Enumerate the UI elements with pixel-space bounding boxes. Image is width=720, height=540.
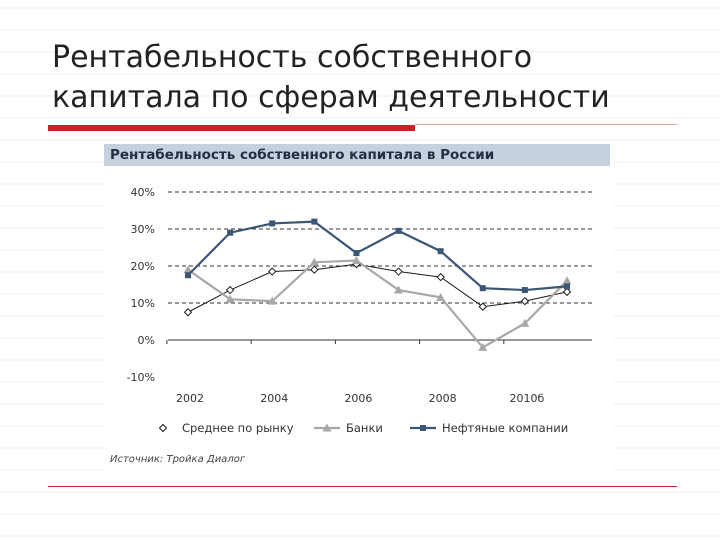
chart-title: Рентабельность собственного капитала в Р… bbox=[110, 147, 495, 163]
data-point bbox=[436, 272, 445, 282]
series-line bbox=[187, 259, 568, 349]
data-point bbox=[520, 296, 530, 306]
y-tick-label: 30% bbox=[131, 223, 155, 236]
data-point bbox=[394, 285, 404, 294]
chart-header: Рентабельность собственного капитала в Р… bbox=[104, 144, 610, 166]
data-point bbox=[227, 229, 234, 236]
legend-marker bbox=[420, 425, 426, 431]
data-point bbox=[562, 287, 572, 297]
data-point bbox=[521, 287, 528, 294]
data-point bbox=[564, 283, 570, 290]
series-1 bbox=[183, 259, 572, 317]
series-line bbox=[187, 263, 568, 313]
y-tick-label: 20% bbox=[131, 260, 155, 273]
legend-item: Среднее по рынку bbox=[158, 421, 294, 435]
data-point bbox=[268, 267, 277, 276]
series-line bbox=[187, 220, 568, 292]
chart-source: Источник: Тройка Диалог bbox=[110, 454, 246, 465]
data-point bbox=[183, 308, 193, 317]
legend-label: Среднее по рынку bbox=[182, 421, 294, 435]
series-3 bbox=[185, 218, 570, 294]
slide-title-line-2: капитала по сферам деятельности bbox=[52, 80, 610, 115]
data-point bbox=[310, 265, 319, 274]
legend-item: Банки bbox=[314, 421, 383, 435]
x-tick-label: 2006 bbox=[344, 392, 372, 405]
data-point bbox=[309, 257, 319, 266]
data-point bbox=[269, 220, 276, 227]
legend-marker bbox=[322, 423, 332, 432]
data-point bbox=[478, 302, 487, 311]
data-point bbox=[436, 292, 446, 301]
series-2 bbox=[183, 255, 572, 351]
line-chart: 40% 30% 20% 10% 0% -10% 2002 2004 2006 2008 2010б С… bbox=[110, 186, 592, 465]
legend-marker bbox=[158, 423, 168, 433]
x-tick-label: 2008 bbox=[429, 392, 457, 405]
data-point bbox=[225, 285, 235, 295]
legend-item: Нефтяные компании bbox=[410, 421, 568, 435]
data-point bbox=[353, 250, 360, 257]
x-tick-label: 2004 bbox=[260, 392, 288, 405]
y-tick-label: 0% bbox=[138, 334, 155, 347]
data-point bbox=[267, 296, 277, 305]
data-point bbox=[437, 248, 444, 255]
title-divider-line bbox=[415, 124, 677, 125]
data-point bbox=[520, 318, 530, 327]
y-tick-label: 40% bbox=[131, 186, 155, 199]
slide-title-line-1: Рентабельность собственного bbox=[52, 40, 533, 75]
data-point bbox=[395, 227, 402, 234]
data-point bbox=[478, 342, 488, 351]
data-point bbox=[479, 285, 486, 292]
chart-panel: Рентабельность собственного капитала в Р… bbox=[104, 144, 614, 472]
slide-bottom-line bbox=[48, 486, 677, 487]
legend-label: Нефтяные компании bbox=[442, 421, 568, 435]
data-point bbox=[185, 272, 191, 279]
data-point bbox=[562, 276, 572, 285]
y-tick-label: -10% bbox=[127, 371, 155, 384]
slide-title: Рентабельность собственного капитала по … bbox=[52, 38, 702, 118]
title-accent-bar bbox=[48, 125, 415, 131]
data-point bbox=[183, 265, 193, 274]
x-tick-label: 2010б bbox=[509, 392, 544, 405]
y-tick-label: 10% bbox=[131, 297, 155, 310]
data-point bbox=[225, 294, 235, 303]
data-point bbox=[394, 267, 403, 276]
data-point bbox=[311, 218, 318, 225]
legend-label: Банки bbox=[346, 421, 383, 435]
x-tick-label: 2002 bbox=[176, 392, 204, 405]
data-point bbox=[351, 255, 361, 264]
